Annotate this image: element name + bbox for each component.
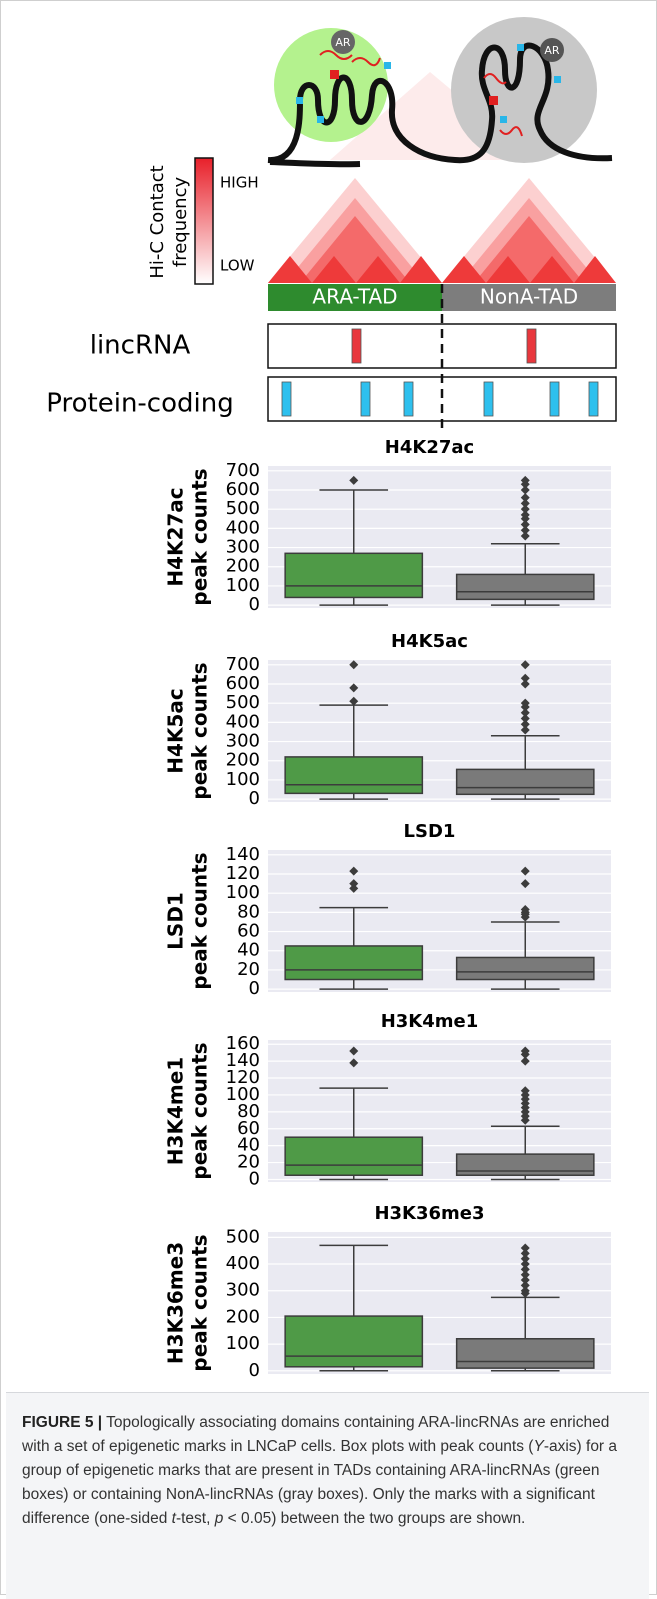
chart-title: H3K36me3 xyxy=(374,1203,484,1224)
y-tick-label: 20 xyxy=(237,959,260,980)
chart-title: H4K27ac xyxy=(385,437,474,458)
caption-part: Topologically associating domains contai… xyxy=(22,1414,609,1455)
y-tick-label: 300 xyxy=(226,537,260,558)
y-tick-label: 100 xyxy=(226,769,260,790)
legend-title: frequency xyxy=(170,177,191,268)
caption-text: Topologically associating domains contai… xyxy=(22,1414,617,1527)
legend-low: LOW xyxy=(220,257,255,275)
y-tick-label: 60 xyxy=(237,921,260,942)
y-tick-label: 0 xyxy=(249,788,260,809)
figure-canvas: AR AR HIGH LOW Hi-C Contact frequency AR… xyxy=(0,0,657,1595)
y-tick-label: 500 xyxy=(226,498,260,519)
track-label: Protein-coding xyxy=(46,389,233,419)
y-tick-label: 100 xyxy=(226,1333,260,1354)
caption-part: Y xyxy=(533,1438,543,1455)
lincrna-mark xyxy=(489,96,498,105)
y-tick-label: 400 xyxy=(226,711,260,732)
chart-title: H3K4me1 xyxy=(381,1011,479,1032)
box xyxy=(285,757,422,793)
y-axis-label: peak counts xyxy=(188,1042,212,1179)
y-axis-label: peak counts xyxy=(188,1234,212,1371)
legend-title: Hi-C Contact xyxy=(147,165,168,278)
tad-circle xyxy=(451,17,597,163)
y-axis-label: LSD1 xyxy=(164,892,188,950)
y-tick-label: 700 xyxy=(226,654,260,675)
y-tick-label: 500 xyxy=(226,692,260,713)
chromatin xyxy=(270,162,360,164)
legend-high: HIGH xyxy=(220,174,259,192)
box xyxy=(285,553,422,597)
tad-circle xyxy=(274,28,388,142)
tad-label: ARA-TAD xyxy=(312,285,397,309)
y-tick-label: 600 xyxy=(226,673,260,694)
caption-label: FIGURE 5 | xyxy=(22,1414,102,1431)
y-axis-label: H4K5ac xyxy=(164,688,188,773)
box xyxy=(457,574,594,599)
y-tick-label: 0 xyxy=(249,594,260,615)
figure: AR AR HIGH LOW Hi-C Contact frequency AR… xyxy=(0,0,657,1595)
y-tick-label: 0 xyxy=(249,1360,260,1381)
box xyxy=(285,1316,422,1367)
box xyxy=(285,1137,422,1175)
caption-part: -test, xyxy=(176,1510,215,1527)
y-tick-label: 200 xyxy=(226,750,260,771)
y-tick-label: 120 xyxy=(226,863,260,884)
y-tick-label: 300 xyxy=(226,1280,260,1301)
lincrna-mark xyxy=(330,70,339,79)
y-tick-label: 500 xyxy=(226,1226,260,1247)
y-tick-label: 300 xyxy=(226,731,260,752)
box xyxy=(457,1154,594,1175)
caption: FIGURE 5 | Topologically associating dom… xyxy=(6,1392,649,1599)
hic-triangles xyxy=(268,178,616,283)
box xyxy=(285,946,422,980)
y-axis-label: H4K27ac xyxy=(164,487,188,586)
y-axis-label: peak counts xyxy=(188,468,212,605)
y-tick-label: 100 xyxy=(226,575,260,596)
heat-legend xyxy=(195,158,213,284)
track-label: lincRNA xyxy=(90,331,191,361)
caption-part: < 0.05) between the two groups are shown… xyxy=(223,1510,525,1527)
y-axis-label: peak counts xyxy=(188,852,212,989)
y-tick-label: 400 xyxy=(226,1253,260,1274)
ar-label: AR xyxy=(544,44,560,57)
chart-title: H4K5ac xyxy=(391,631,468,652)
y-tick-label: 400 xyxy=(226,517,260,538)
y-tick-label: 80 xyxy=(237,901,260,922)
y-tick-label: 700 xyxy=(226,460,260,481)
y-axis-label: H3K4me1 xyxy=(164,1057,188,1165)
y-axis-label: peak counts xyxy=(188,662,212,799)
y-tick-label: 0 xyxy=(249,978,260,999)
box xyxy=(457,957,594,979)
y-tick-label: 200 xyxy=(226,1306,260,1327)
box xyxy=(457,1339,594,1368)
track-box xyxy=(268,377,616,421)
y-tick-label: 140 xyxy=(226,844,260,865)
y-tick-label: 40 xyxy=(237,940,260,961)
ar-label: AR xyxy=(335,36,351,49)
y-tick-label: 160 xyxy=(226,1033,260,1054)
tad-label: NonA-TAD xyxy=(480,285,578,309)
y-axis-label: H3K36me3 xyxy=(164,1242,188,1364)
chart-title: LSD1 xyxy=(404,821,456,842)
y-tick-label: 600 xyxy=(226,479,260,500)
y-tick-label: 200 xyxy=(226,556,260,577)
box xyxy=(457,769,594,794)
y-tick-label: 100 xyxy=(226,882,260,903)
